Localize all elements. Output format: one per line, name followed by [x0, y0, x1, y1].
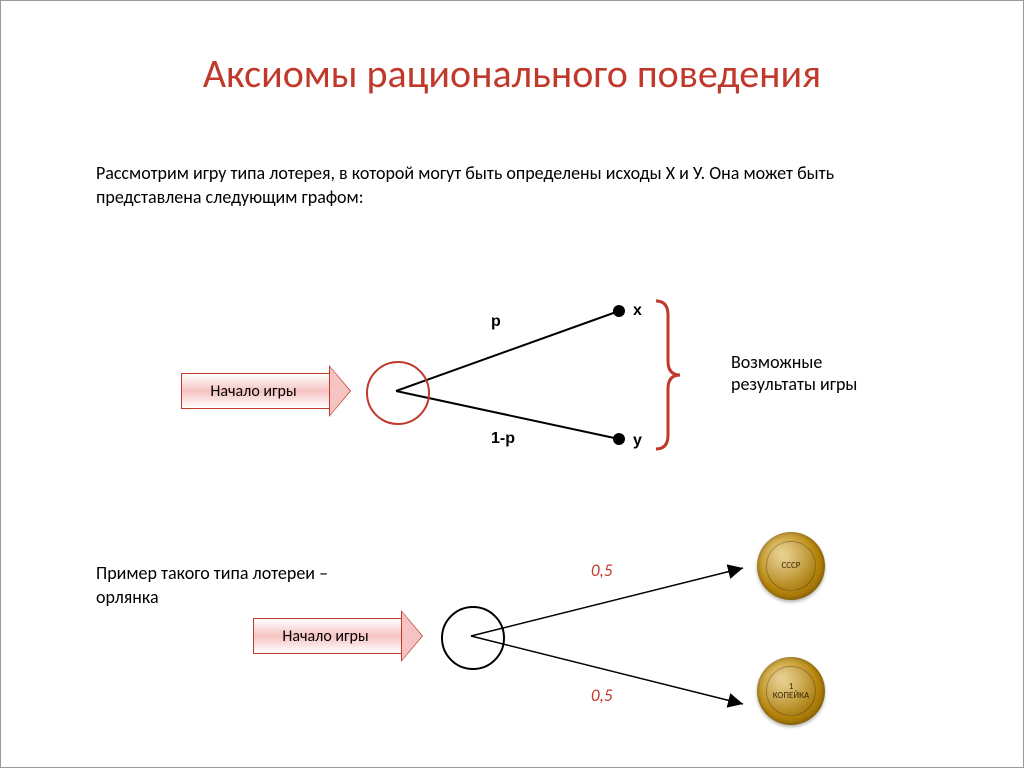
origin-circle-2 [441, 606, 505, 670]
cointoss-graph: 0,5 0,5 [1, 1, 1024, 769]
coin-heads: СССР [757, 532, 825, 600]
slide: Аксиомы рационального поведения Рассмотр… [0, 0, 1024, 768]
coin-tails: 1КОПЕЙКА [757, 657, 825, 725]
coin-tails-text: 1КОПЕЙКА [773, 682, 809, 701]
svg-text:0,5: 0,5 [591, 560, 613, 581]
coin-heads-text: СССР [782, 561, 801, 570]
svg-text:0,5: 0,5 [591, 685, 613, 706]
